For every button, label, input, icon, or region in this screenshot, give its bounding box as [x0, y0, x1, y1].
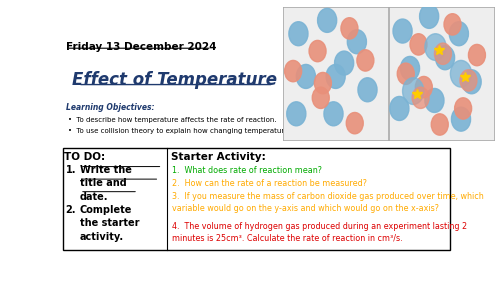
Circle shape [393, 19, 412, 43]
Text: 3.  If you measure the mass of carbon dioxide gas produced over time, which
vari: 3. If you measure the mass of carbon dio… [172, 192, 484, 212]
Circle shape [296, 64, 316, 89]
Circle shape [309, 40, 326, 62]
Circle shape [357, 50, 374, 71]
Circle shape [312, 87, 329, 108]
Text: Write the
title and
date.: Write the title and date. [80, 165, 132, 202]
Text: Complete
the starter
activity.: Complete the starter activity. [80, 205, 140, 242]
Circle shape [400, 56, 419, 80]
Text: •  To describe how temperature affects the rate of reaction.: • To describe how temperature affects th… [68, 117, 277, 123]
Circle shape [468, 44, 485, 66]
Circle shape [425, 89, 444, 112]
Text: TO DO:: TO DO: [64, 152, 106, 162]
Circle shape [460, 70, 477, 91]
Circle shape [452, 107, 470, 131]
Circle shape [454, 98, 471, 119]
Circle shape [434, 43, 452, 64]
Circle shape [287, 102, 306, 126]
Circle shape [412, 87, 429, 108]
Circle shape [346, 112, 363, 134]
Circle shape [289, 22, 308, 46]
Text: Learning Objectives:: Learning Objectives: [66, 103, 155, 112]
Circle shape [425, 34, 446, 60]
Text: Effect of Temperature: Effect of Temperature [72, 71, 278, 89]
FancyBboxPatch shape [62, 148, 450, 250]
Circle shape [314, 72, 332, 94]
Circle shape [341, 18, 358, 39]
Text: 2.: 2. [66, 205, 76, 215]
Circle shape [402, 78, 424, 105]
Text: Starter Activity:: Starter Activity: [171, 152, 266, 162]
Text: •  To use collision theory to explain how changing temperature alters the rate o: • To use collision theory to explain how… [68, 128, 383, 134]
Circle shape [436, 46, 454, 70]
Circle shape [326, 64, 345, 89]
Circle shape [410, 34, 427, 55]
Text: Friday 13 December 2024: Friday 13 December 2024 [66, 42, 217, 52]
Text: 4.  The volume of hydrogen gas produced during an experiment lasting 2
minutes i: 4. The volume of hydrogen gas produced d… [172, 222, 467, 243]
Circle shape [431, 114, 448, 135]
Circle shape [284, 60, 302, 82]
Circle shape [416, 76, 432, 98]
Circle shape [450, 60, 471, 87]
Circle shape [444, 14, 461, 35]
Circle shape [462, 70, 481, 94]
Text: 1.: 1. [66, 165, 76, 175]
Circle shape [420, 4, 438, 28]
Circle shape [324, 102, 343, 126]
Circle shape [390, 96, 409, 121]
Text: 2.  How can the rate of a reaction be measured?: 2. How can the rate of a reaction be mea… [172, 179, 367, 188]
Circle shape [348, 30, 366, 54]
Circle shape [397, 63, 414, 85]
Circle shape [450, 22, 468, 46]
Circle shape [334, 51, 353, 75]
Text: 1.  What does rate of reaction mean?: 1. What does rate of reaction mean? [172, 166, 322, 175]
Circle shape [318, 8, 336, 32]
Circle shape [358, 78, 377, 102]
